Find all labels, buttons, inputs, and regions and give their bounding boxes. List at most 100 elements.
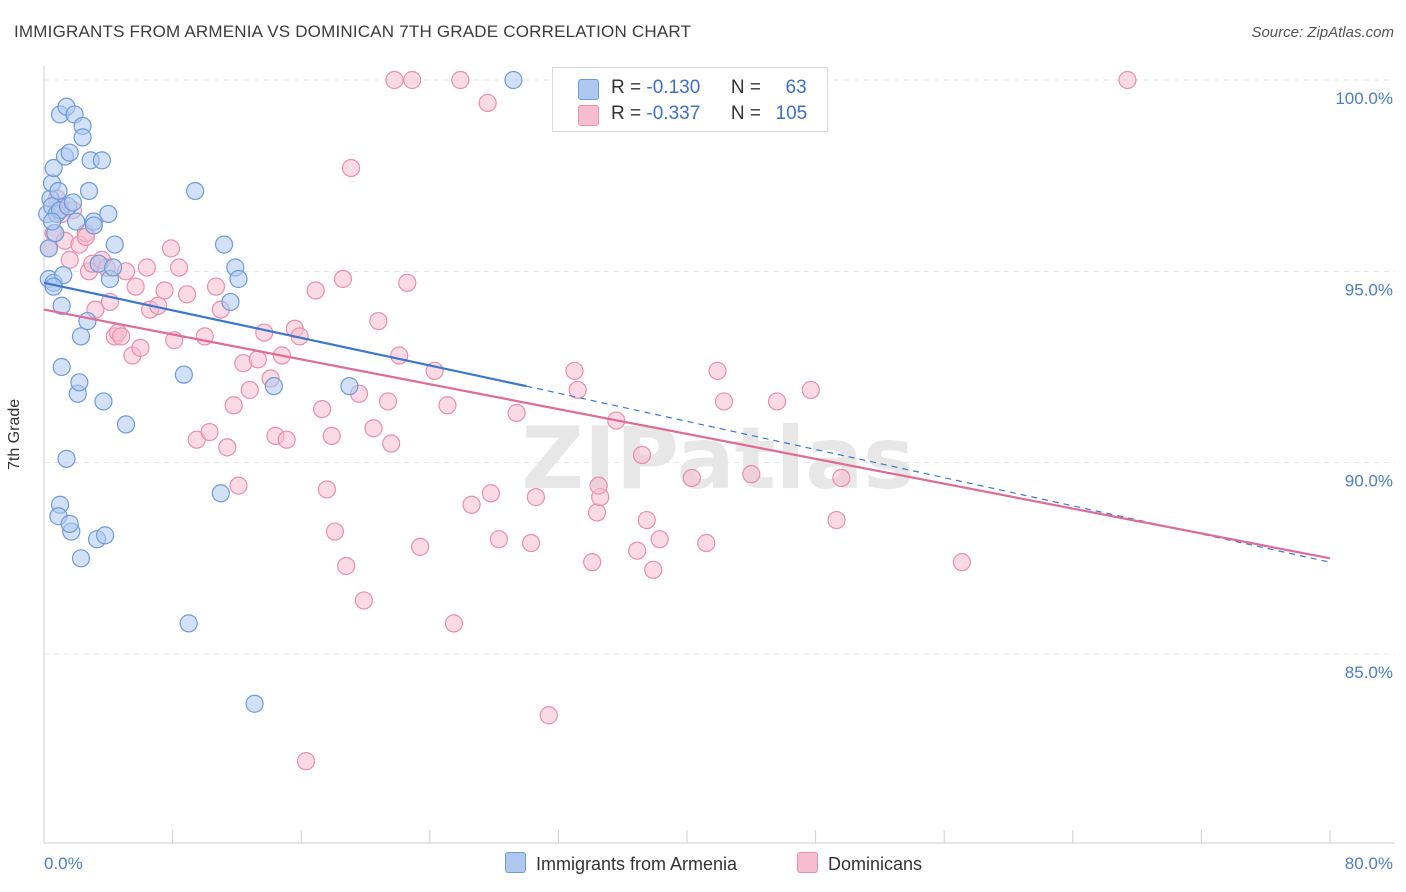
armenia-point	[94, 392, 113, 411]
armenia-point	[79, 181, 99, 201]
armenia-point	[49, 181, 68, 201]
dominican-point	[565, 361, 584, 380]
armenia-point	[179, 614, 198, 633]
trend-line-dominicans	[43, 308, 1331, 560]
dominican-point	[341, 158, 361, 178]
armenia-point	[174, 365, 193, 384]
legend-swatch-pink	[578, 105, 599, 126]
dominican-point	[240, 380, 259, 400]
dominican-point	[637, 510, 656, 530]
dominican-point	[462, 495, 481, 514]
dominican-point	[200, 422, 219, 442]
legend-n-label: N =	[730, 77, 761, 98]
dominican-point	[177, 285, 197, 304]
dominican-point	[682, 468, 701, 488]
dominican-point	[403, 70, 422, 90]
armenia-point	[57, 449, 76, 468]
armenia-point	[99, 204, 118, 224]
dominican-point	[312, 399, 332, 419]
trend-line-armenia	[43, 281, 527, 388]
dominican-point	[952, 553, 971, 572]
armenia-point	[71, 327, 91, 346]
armenia-point	[63, 193, 83, 212]
dominican-point	[296, 752, 316, 771]
dominican-point	[411, 537, 430, 556]
armenia-point	[70, 373, 89, 392]
armenia-point	[221, 292, 240, 312]
armenia-point	[60, 514, 79, 533]
dominican-point	[526, 488, 545, 507]
armenia-point	[245, 694, 264, 713]
dominican-point	[224, 396, 243, 415]
dominican-point	[325, 522, 345, 541]
dominican-point	[632, 445, 652, 465]
dominican-point	[742, 465, 761, 484]
dominican-point	[1118, 70, 1137, 90]
legend-r-label: R =	[611, 103, 642, 124]
dominican-point	[451, 70, 470, 90]
watermark: ZIPatlas	[522, 409, 915, 509]
source-label: Source: ZipAtlas.com	[1251, 24, 1394, 41]
dominican-point	[767, 392, 787, 411]
legend-r-value: -0.337	[646, 103, 701, 124]
armenia-point	[229, 269, 248, 289]
bottom-legend-label-dominicans: Dominicans	[828, 854, 923, 874]
dominican-point	[131, 338, 150, 357]
armenia-point	[67, 212, 86, 231]
dominican-point	[539, 706, 558, 725]
dominican-point	[369, 311, 388, 331]
dominican-point	[507, 403, 526, 423]
dominican-point	[832, 468, 851, 488]
bottom-legend-dominicans: Dominicans	[797, 852, 922, 875]
dominican-point	[155, 281, 174, 300]
legend-n-label: N =	[730, 103, 761, 124]
armenia-point	[186, 181, 205, 201]
dominican-point	[478, 93, 497, 113]
stats-legend: R = -0.130 N = 63 R = -0.337 N = 105	[552, 67, 828, 132]
dominican-point	[306, 281, 325, 300]
dominican-point	[378, 392, 398, 411]
dominican-point	[364, 419, 383, 438]
armenia-point	[95, 526, 115, 545]
armenia-point	[211, 484, 230, 503]
y-tick-label: 85.0%	[1345, 663, 1393, 682]
dominican-point	[827, 510, 846, 530]
armenia-point	[214, 235, 234, 254]
armenia-point	[105, 235, 124, 254]
y-tick-label: 95.0%	[1345, 280, 1393, 299]
dominican-point	[489, 530, 509, 549]
legend-n-value: 63	[785, 77, 807, 98]
dominican-point	[801, 380, 820, 400]
dominican-point	[521, 533, 541, 553]
bottom-legend-swatch-pink	[797, 852, 818, 873]
dominican-point	[112, 327, 131, 346]
dominican-point	[137, 258, 156, 277]
dominican-point	[317, 480, 337, 499]
dominican-point	[650, 530, 669, 549]
dominican-point	[398, 273, 417, 292]
dominican-point	[218, 438, 237, 457]
dominican-point	[444, 614, 464, 633]
dominican-point	[277, 430, 296, 449]
dominican-point	[206, 277, 226, 296]
dominican-point	[333, 269, 353, 289]
armenia-point	[84, 216, 103, 235]
dominican-point	[589, 476, 608, 495]
legend-n-value: 105	[775, 103, 808, 124]
armenia-point	[60, 143, 79, 162]
dominican-point	[583, 553, 602, 572]
dominican-point	[248, 350, 267, 369]
bottom-legend-label-armenia: Immigrants from Armenia	[536, 854, 738, 874]
tick-labels: 85.0% 90.0% 95.0% 100.0% 0.0% 80.0%	[44, 89, 1393, 873]
armenia-point	[78, 311, 97, 331]
bottom-legend-armenia: Immigrants from Armenia	[505, 852, 737, 875]
armenia-point	[73, 128, 92, 147]
x-tick-label: 0.0%	[44, 854, 83, 873]
bottom-legend-swatch-blue	[505, 852, 526, 873]
dominican-point	[337, 556, 356, 576]
dominican-point	[255, 323, 274, 342]
legend-r-value: -0.130	[646, 77, 701, 98]
dominican-point	[708, 361, 727, 380]
dominican-point	[169, 258, 189, 277]
